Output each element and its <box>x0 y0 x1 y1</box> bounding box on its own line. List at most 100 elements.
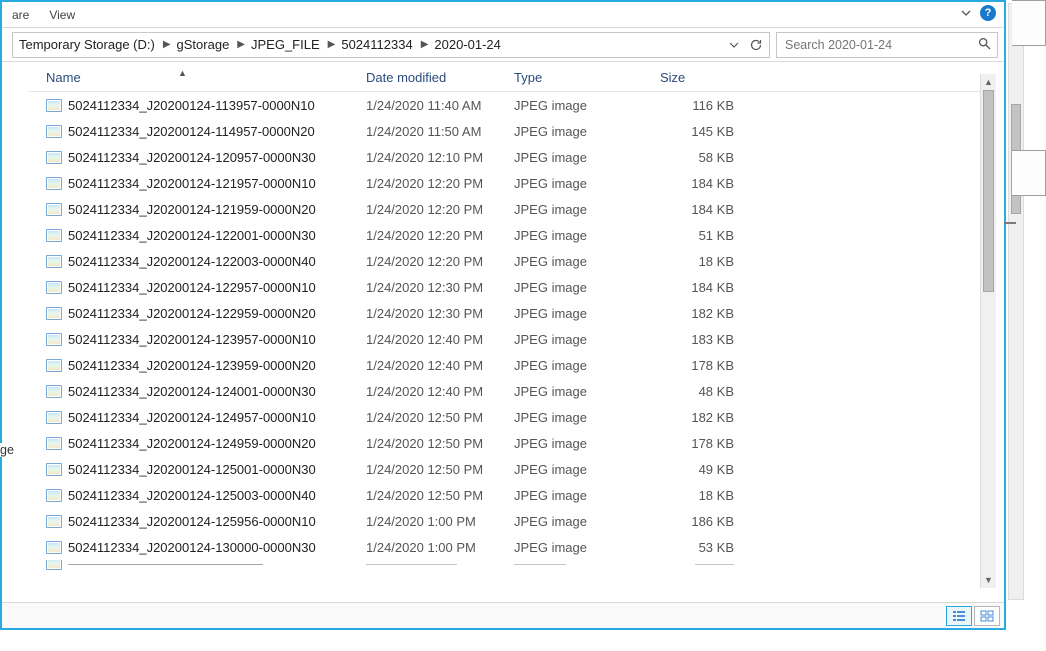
ribbon-tab-view[interactable]: View <box>39 4 85 27</box>
image-file-icon <box>46 177 62 190</box>
file-row[interactable]: 5024112334_J20200124-125001-0000N301/24/… <box>28 456 980 482</box>
ribbon-tab-strip: are View ? <box>2 2 1004 28</box>
ribbon-tab-share[interactable]: are <box>2 4 39 27</box>
file-size: 51 KB <box>652 228 746 243</box>
file-type: JPEG image <box>506 540 652 555</box>
file-date: 1/24/2020 11:50 AM <box>358 124 506 139</box>
refresh-icon[interactable] <box>749 38 763 52</box>
file-name: ——————————————— <box>68 560 263 571</box>
scroll-track[interactable] <box>981 90 996 572</box>
file-row[interactable]: 5024112334_J20200124-120957-0000N301/24/… <box>28 144 980 170</box>
crumb-1[interactable]: gStorage <box>177 37 230 52</box>
file-row[interactable]: 5024112334_J20200124-124957-0000N10 1/24/… <box>28 404 980 430</box>
outer-scrollbar[interactable] <box>1008 3 1024 600</box>
file-date: 1/24/2020 12:20 PM <box>358 202 506 217</box>
file-size: 184 KB <box>652 202 746 217</box>
breadcrumb[interactable]: Temporary Storage (D:) ▶ gStorage ▶ JPEG… <box>12 32 770 58</box>
file-list: Name ▲ Date modified Type Size 502411233… <box>28 64 980 588</box>
file-row[interactable]: 5024112334_J20200124-124959-0000N20 1/24/… <box>28 430 980 456</box>
file-size: 183 KB <box>652 332 746 347</box>
image-file-icon <box>46 333 62 346</box>
file-date: 1/24/2020 12:50 PM <box>358 436 506 451</box>
file-row[interactable]: 5024112334_J20200124-125003-0000N40 1/24/… <box>28 482 980 508</box>
file-row[interactable]: 5024112334_J20200124-123959-0000N201/24/… <box>28 352 980 378</box>
file-row[interactable]: 5024112334_J20200124-122003-0000N401/24/… <box>28 248 980 274</box>
view-thumbnails-button[interactable] <box>974 606 1000 626</box>
scroll-up-icon[interactable]: ▲ <box>981 74 996 90</box>
column-header-date[interactable]: Date modified <box>358 70 506 85</box>
column-header-size[interactable]: Size <box>652 70 746 85</box>
crumb-0[interactable]: Temporary Storage (D:) <box>19 37 155 52</box>
file-name: 5024112334_J20200124-114957-0000N20 <box>68 124 315 139</box>
file-size: 53 KB <box>652 540 746 555</box>
cropped-panel-mid <box>1012 150 1046 196</box>
file-type: JPEG image <box>506 228 652 243</box>
search-input[interactable] <box>783 37 978 53</box>
ribbon-collapse-icon[interactable] <box>960 7 972 19</box>
crumb-3[interactable]: 5024112334 <box>341 37 412 52</box>
file-type: JPEG image <box>506 254 652 269</box>
address-history-icon[interactable] <box>729 40 739 50</box>
image-file-icon <box>46 255 62 268</box>
search-box[interactable] <box>776 32 998 58</box>
file-row[interactable]: 5024112334_J20200124-123957-0000N101/24/… <box>28 326 980 352</box>
scroll-down-icon[interactable]: ▼ <box>981 572 996 588</box>
file-type: JPEG image <box>506 124 652 139</box>
column-name-label: Name <box>46 70 81 85</box>
file-row[interactable]: 5024112334_J20200124-122957-0000N101/24/… <box>28 274 980 300</box>
file-name: 5024112334_J20200124-125003-0000N40 <box>68 488 316 503</box>
column-header-type[interactable]: Type <box>506 70 652 85</box>
chevron-right-icon: ▶ <box>237 39 245 50</box>
file-row[interactable]: 5024112334_J20200124-124001-0000N301/24/… <box>28 378 980 404</box>
image-file-icon <box>46 489 62 502</box>
file-row[interactable]: 5024112334_J20200124-130000-0000N30 1/24/… <box>28 534 980 560</box>
file-row[interactable]: 5024112334_J20200124-125956-0000N101/24/… <box>28 508 980 534</box>
file-date: 1/24/2020 12:20 PM <box>358 254 506 269</box>
file-name: 5024112334_J20200124-124957-0000N10 <box>68 410 316 425</box>
file-type: JPEG image <box>506 384 652 399</box>
inner-scrollbar[interactable]: ▲ ▼ <box>980 74 996 588</box>
image-file-icon <box>46 203 62 216</box>
file-name: 5024112334_J20200124-121957-0000N10 <box>68 176 316 191</box>
file-row[interactable]: 5024112334_J20200124-122001-0000N301/24/… <box>28 222 980 248</box>
search-icon[interactable] <box>978 37 991 53</box>
file-type: JPEG image <box>506 488 652 503</box>
cropped-line <box>1004 222 1016 224</box>
content-area: Name ▲ Date modified Type Size 502411233… <box>2 62 1004 628</box>
status-bar <box>2 602 1004 628</box>
file-name: 5024112334_J20200124-123959-0000N20 <box>68 358 316 373</box>
file-size: 145 KB <box>652 124 746 139</box>
file-date: 1/24/2020 12:40 PM <box>358 384 506 399</box>
crumb-2[interactable]: JPEG_FILE <box>251 37 320 52</box>
file-date: 1/24/2020 1:00 PM <box>358 540 506 555</box>
file-name: 5024112334_J20200124-122001-0000N30 <box>68 228 316 243</box>
column-headers: Name ▲ Date modified Type Size <box>28 64 980 92</box>
file-row[interactable]: 5024112334_J20200124-113957-0000N101/24/… <box>28 92 980 118</box>
file-name: 5024112334_J20200124-121959-0000N20 <box>68 202 316 217</box>
image-file-icon <box>46 307 62 320</box>
file-row[interactable]: 5024112334_J20200124-114957-0000N20 1/24/… <box>28 118 980 144</box>
file-type: JPEG image <box>506 280 652 295</box>
crumb-4[interactable]: 2020-01-24 <box>434 37 501 52</box>
view-details-button[interactable] <box>946 606 972 626</box>
file-rows: 5024112334_J20200124-113957-0000N101/24/… <box>28 92 980 578</box>
file-name: 5024112334_J20200124-122959-0000N20 <box>68 306 316 321</box>
file-name: 5024112334_J20200124-130000-0000N30 <box>68 540 316 555</box>
file-type: JPEG image <box>506 176 652 191</box>
file-date: 1/24/2020 11:40 AM <box>358 98 506 113</box>
file-name: 5024112334_J20200124-124959-0000N20 <box>68 436 316 451</box>
scroll-thumb[interactable] <box>983 90 994 292</box>
file-row[interactable]: 5024112334_J20200124-121957-0000N101/24/… <box>28 170 980 196</box>
image-file-icon <box>46 281 62 294</box>
file-date: 1/24/2020 12:50 PM <box>358 410 506 425</box>
help-icon[interactable]: ? <box>980 5 996 21</box>
file-row[interactable]: 5024112334_J20200124-121959-0000N20 1/24/… <box>28 196 980 222</box>
file-date: 1/24/2020 12:50 PM <box>358 488 506 503</box>
column-header-name[interactable]: Name ▲ <box>28 70 358 85</box>
image-file-icon <box>46 229 62 242</box>
file-name: 5024112334_J20200124-120957-0000N30 <box>68 150 316 165</box>
file-date: 1/24/2020 1:00 PM <box>358 514 506 529</box>
sort-ascending-icon: ▲ <box>178 70 187 78</box>
file-type: ———— <box>506 560 652 571</box>
file-row[interactable]: 5024112334_J20200124-122959-0000N201/24/… <box>28 300 980 326</box>
